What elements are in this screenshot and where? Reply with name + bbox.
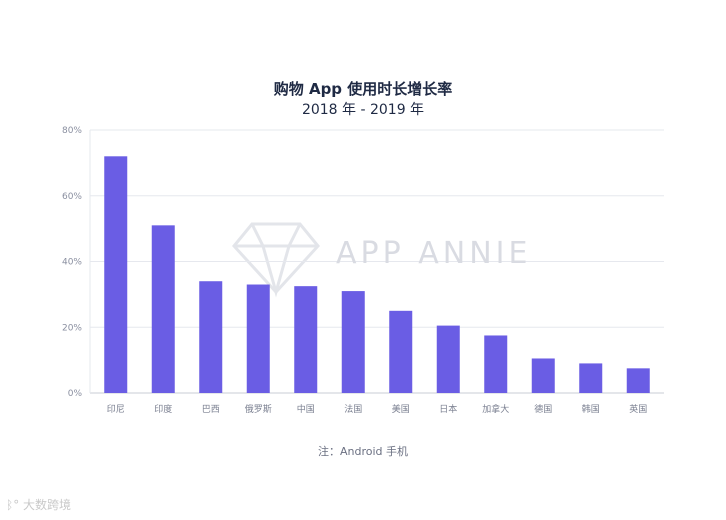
watermark-text: APP ANNIE [336, 236, 532, 271]
bar [531, 358, 555, 393]
bar [294, 286, 318, 393]
x-tick-label: 印度 [154, 403, 172, 415]
diamond-logo-icon [232, 222, 320, 298]
x-tick-label: 日本 [439, 403, 457, 415]
y-tick-layer: 0% 20% 40% 60% 80% [62, 126, 82, 399]
y-tick-label: 0% [68, 389, 83, 399]
y-tick-label: 60% [62, 192, 82, 202]
bar [484, 335, 508, 393]
brand-logo-icon: ᛒ° [6, 498, 20, 512]
grid-layer [89, 129, 664, 394]
y-tick-label: 80% [62, 126, 82, 136]
bar [626, 368, 650, 393]
bar [341, 291, 365, 393]
x-tick-label: 韩国 [582, 403, 600, 415]
x-tick-label: 中国 [297, 403, 315, 415]
x-tick-label: 加拿大 [482, 403, 509, 415]
bar [579, 363, 603, 393]
x-tick-label: 巴西 [202, 404, 220, 415]
x-tick-label: 俄罗斯 [245, 403, 272, 415]
x-tick-label: 印尼 [107, 403, 125, 415]
y-tick-label: 20% [62, 323, 82, 333]
chart-title: 购物 App 使用时长增长率 [273, 80, 453, 98]
x-tick-label: 英国 [629, 403, 647, 415]
chart-note: 注：Android 手机 [317, 445, 409, 458]
x-tick-label: 法国 [344, 403, 362, 415]
x-tick-layer: 印尼 印度 巴西 俄罗斯 中国 法国 美国 日本 加拿大 德国 韩国 英国 [107, 403, 648, 415]
corner-watermark-text: 大数跨境 [23, 498, 72, 512]
x-tick-label: 美国 [392, 403, 410, 415]
bar-layer [104, 156, 650, 393]
y-tick-label: 40% [62, 258, 82, 268]
bar [104, 156, 128, 393]
bar [436, 325, 460, 393]
bar [151, 225, 175, 393]
corner-watermark: ᛒ° 大数跨境 [6, 496, 71, 513]
bar [199, 281, 223, 393]
bar [246, 284, 270, 393]
x-tick-label: 德国 [534, 403, 552, 415]
chart-subtitle: 2018 年 - 2019 年 [301, 102, 425, 118]
bar [389, 310, 413, 393]
